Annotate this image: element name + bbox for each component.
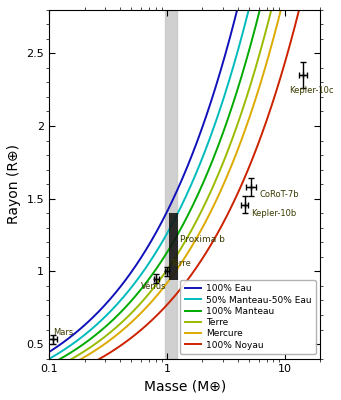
Text: Vénus: Vénus xyxy=(141,282,167,291)
Text: CoRoT-7b: CoRoT-7b xyxy=(259,190,299,199)
Text: Proxima b: Proxima b xyxy=(180,235,225,244)
Text: Kepler-10b: Kepler-10b xyxy=(251,209,296,218)
Bar xyxy=(169,213,178,280)
Text: Mars: Mars xyxy=(53,328,73,337)
Legend: 100% Eau, 50% Manteau-50% Eau, 100% Manteau, Terre, Mercure, 100% Noyau: 100% Eau, 50% Manteau-50% Eau, 100% Mant… xyxy=(180,280,316,354)
Text: Terre: Terre xyxy=(170,258,191,268)
Bar xyxy=(165,10,177,359)
Text: Kepler-10c: Kepler-10c xyxy=(289,86,333,94)
X-axis label: Masse (M⊕): Masse (M⊕) xyxy=(144,379,226,393)
Y-axis label: Rayon (R⊕): Rayon (R⊕) xyxy=(7,144,21,224)
